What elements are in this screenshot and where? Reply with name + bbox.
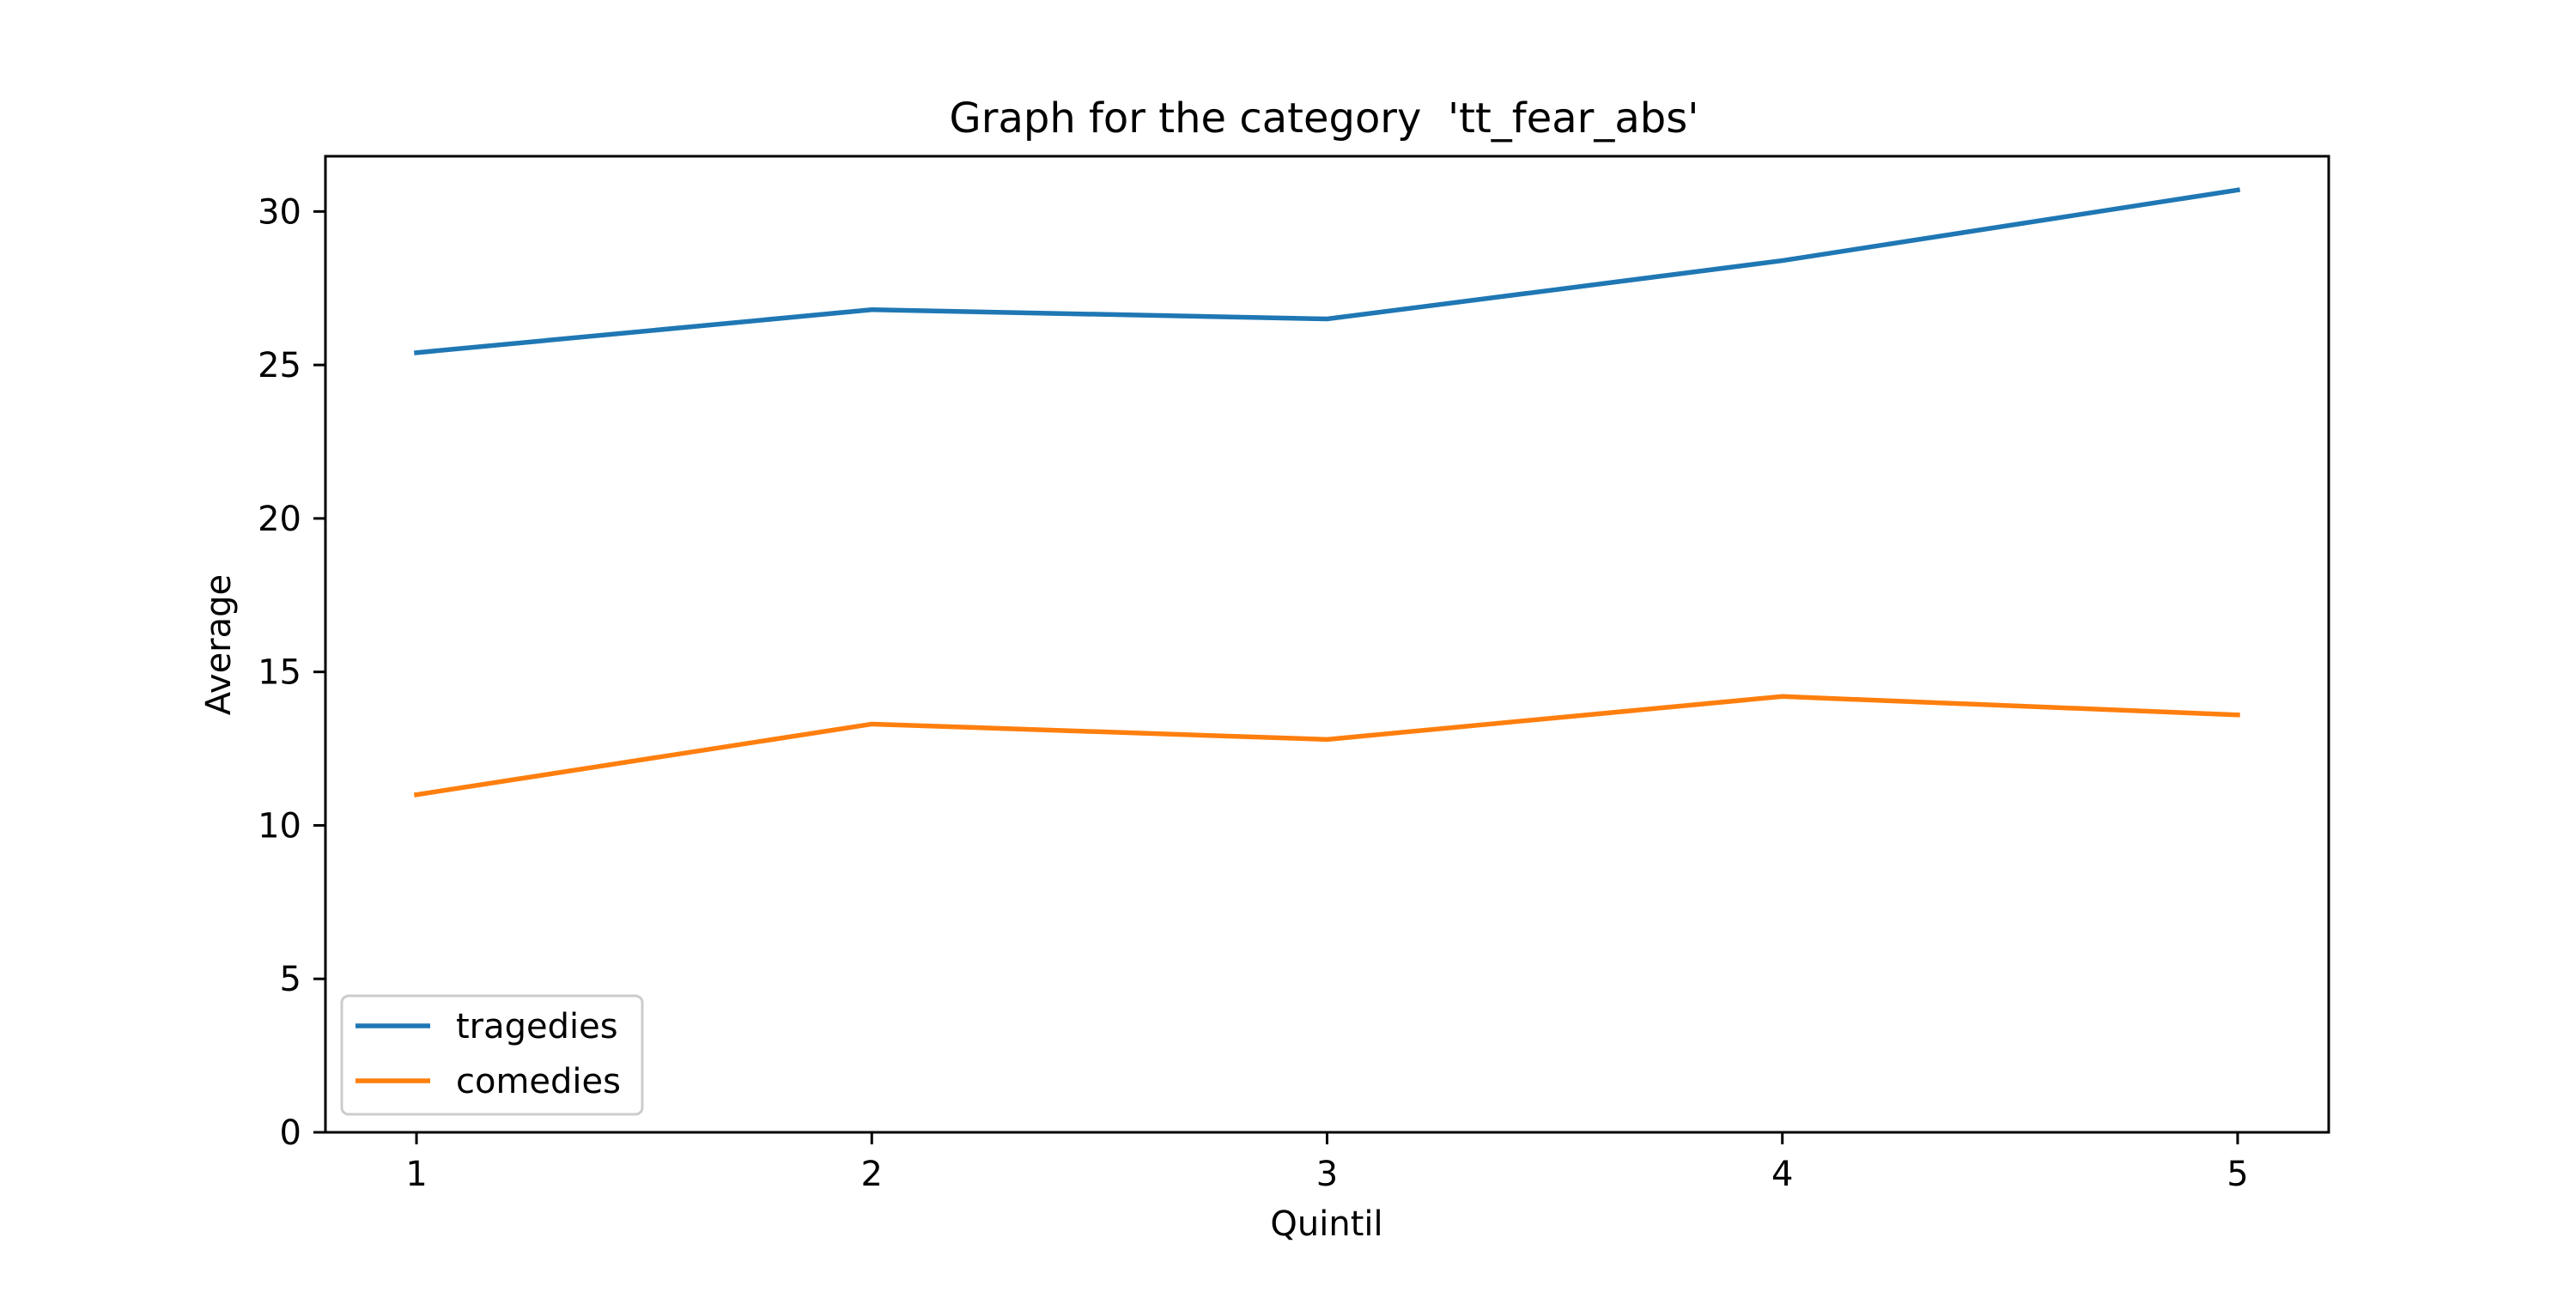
y-axis: 0 5 10 15 20 25 30 [258, 192, 325, 1153]
x-tick-label: 3 [1316, 1155, 1338, 1194]
y-tick-label: 20 [258, 500, 301, 539]
y-tick-label: 5 [280, 960, 301, 999]
legend-label-tragedies: tragedies [456, 1007, 618, 1046]
legend-label-comedies: comedies [456, 1062, 621, 1101]
y-axis-title: Average [199, 574, 239, 715]
x-tick-label: 2 [861, 1155, 883, 1194]
series-line-tragedies [414, 187, 2241, 355]
y-tick-label: 15 [258, 653, 301, 693]
series-layer [413, 187, 2241, 798]
chart-title: Graph for the category 'tt_fear_abs' [950, 94, 1699, 143]
y-tick-label: 25 [258, 346, 301, 385]
y-tick-label: 10 [258, 806, 301, 846]
legend: tragedies comedies [340, 994, 644, 1116]
y-tick-label: 0 [280, 1113, 301, 1153]
x-axis-title: Quintil [1270, 1204, 1382, 1244]
x-tick-label: 5 [2227, 1155, 2248, 1194]
x-axis: 1 2 3 4 5 [405, 1132, 2249, 1194]
plot-frame [324, 155, 2330, 1134]
x-tick-label: 4 [1771, 1155, 1793, 1194]
y-tick-label: 30 [258, 192, 301, 232]
series-line-comedies [413, 694, 2240, 798]
x-tick-label: 1 [405, 1155, 427, 1194]
